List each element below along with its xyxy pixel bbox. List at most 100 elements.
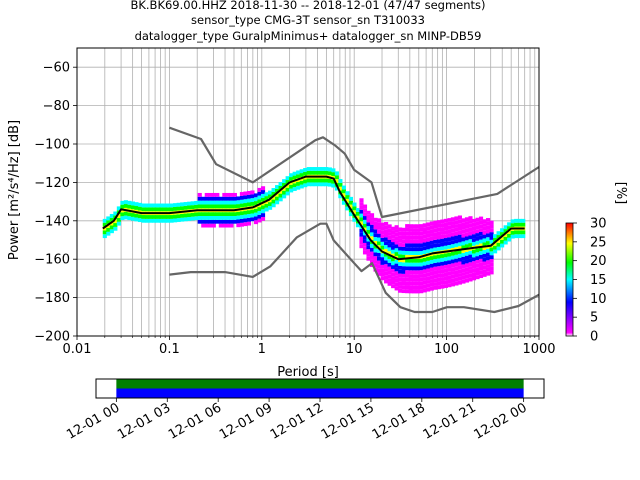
heatmap-cell	[317, 178, 322, 183]
heatmap-cell	[369, 247, 375, 252]
heatmap-cell	[401, 285, 406, 290]
heatmap-cell	[113, 226, 118, 231]
heatmap-cell	[457, 250, 462, 254]
heatmap-cell	[419, 281, 424, 286]
timeline-tick-label: 12-01 06	[166, 400, 224, 442]
heatmap-cell	[419, 251, 424, 255]
heatmap-cell	[243, 222, 248, 227]
heatmap-cell	[285, 183, 290, 188]
heatmap-cell	[475, 233, 480, 237]
heatmap-cell	[405, 285, 410, 290]
heatmap-cell	[366, 229, 371, 234]
heatmap-cell	[334, 175, 339, 180]
heatmap-cell	[151, 218, 157, 223]
heatmap-cell	[454, 258, 459, 263]
heatmap-cell	[313, 182, 318, 187]
heatmap-cell	[440, 234, 445, 239]
heatmap-cell	[401, 227, 406, 232]
heatmap-cell	[384, 271, 389, 276]
colorbar-gradient	[565, 222, 574, 337]
heatmap-cell	[496, 231, 501, 236]
heatmap-cell	[422, 269, 427, 274]
heatmap-cell	[215, 196, 220, 201]
timeline-tick-label: 12-01 09	[217, 400, 275, 442]
heatmap-cell	[464, 267, 470, 272]
heatmap-cell	[436, 262, 441, 267]
y-tick-label: −120	[34, 176, 70, 191]
heatmap-cell	[384, 252, 389, 257]
heatmap-cell	[348, 204, 353, 209]
heatmap-cell	[180, 206, 185, 211]
heatmap-cell	[268, 190, 273, 195]
heatmap-cell	[436, 246, 441, 251]
heatmap-cell	[419, 270, 424, 275]
heatmap-cell	[461, 256, 466, 261]
colorbar-tick-label: 25	[590, 235, 607, 250]
heatmap-cell	[253, 193, 259, 198]
heatmap-cell	[405, 227, 410, 232]
heatmap-cell	[391, 280, 396, 285]
heatmap-cell	[208, 204, 213, 209]
heatmap-cell	[320, 167, 325, 171]
heatmap-cell	[419, 266, 424, 271]
heatmap-cell	[260, 209, 266, 214]
heatmap-cell	[366, 237, 371, 242]
heatmap-cell	[201, 200, 206, 205]
heatmap-cell	[204, 223, 209, 228]
heatmap-cell	[380, 222, 385, 227]
heatmap-cell	[464, 217, 470, 222]
heatmap-cell	[429, 271, 434, 276]
heatmap-cell	[362, 204, 368, 209]
colorbar-tick-label: 0	[590, 330, 598, 345]
heatmap-cell	[362, 235, 368, 240]
heatmap-cell	[457, 257, 462, 262]
heatmap-cell	[440, 238, 445, 243]
heatmap-cell	[514, 222, 519, 227]
heatmap-cell	[440, 223, 445, 228]
colorbar-tick-label: 10	[590, 292, 607, 307]
heatmap-cell	[116, 206, 121, 211]
heatmap-cell	[412, 228, 417, 232]
heatmap-cell	[289, 188, 294, 193]
heatmap-cell	[264, 207, 269, 212]
heatmap-cell	[415, 270, 420, 275]
heatmap-cell	[482, 234, 487, 239]
heatmap-cell	[415, 274, 420, 279]
heatmap-cell	[176, 218, 181, 222]
heatmap-cell	[324, 170, 329, 175]
heatmap-cell	[422, 230, 427, 235]
heatmap-cell	[369, 220, 375, 225]
heatmap-cell	[268, 205, 273, 210]
heatmap-cell	[447, 283, 452, 288]
heatmap-cell	[415, 228, 420, 232]
heatmap-cell	[482, 219, 487, 224]
heatmap-cell	[471, 253, 477, 258]
heatmap-cell	[426, 280, 431, 284]
heatmap-cell	[345, 198, 350, 203]
heatmap-cell	[327, 171, 332, 176]
heatmap-cell	[422, 223, 427, 228]
heatmap-cell	[373, 244, 378, 249]
heatmap-cell	[211, 204, 216, 209]
heatmap-cell	[275, 185, 280, 189]
heatmap-cell	[359, 244, 364, 249]
heatmap-cell	[412, 274, 417, 279]
heatmap-cell	[419, 262, 424, 267]
heatmap-cell	[398, 269, 403, 274]
heatmap-cell	[443, 264, 448, 269]
heatmap-cell	[377, 218, 382, 223]
heatmap-cell	[271, 203, 276, 208]
heatmap-cell	[260, 190, 266, 194]
heatmap-cell	[489, 228, 494, 233]
heatmap-cell	[507, 229, 512, 234]
heatmap-cell	[373, 221, 378, 226]
heatmap-cell	[380, 264, 385, 269]
heatmap-cell	[503, 225, 508, 230]
heatmap-cell	[102, 222, 107, 227]
heatmap-cell	[471, 226, 477, 231]
heatmap-cell	[489, 220, 494, 225]
heatmap-cell	[422, 227, 427, 231]
timeline-tick-label: 12-01 21	[421, 400, 479, 442]
heatmap-cell	[278, 193, 283, 198]
heatmap-cell	[391, 249, 396, 254]
